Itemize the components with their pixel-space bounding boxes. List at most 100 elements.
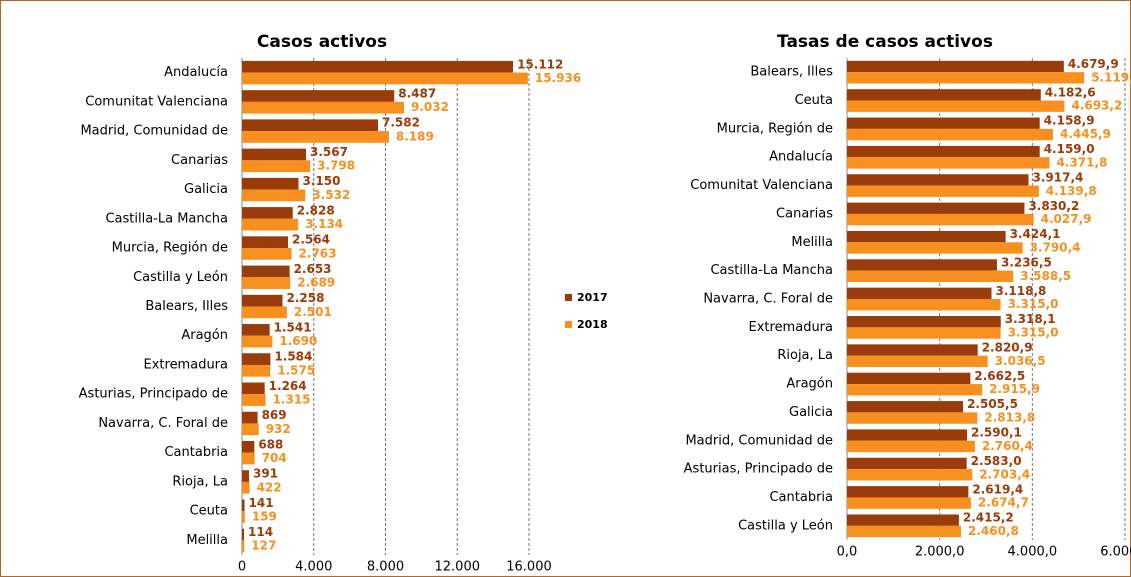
bar: [242, 218, 299, 231]
y-tick-label: Aragón: [181, 328, 228, 343]
x-tick-label: 0,0: [837, 545, 858, 560]
value-label: 7.582: [382, 116, 420, 130]
y-tick-label: Navarra, C. Foral de: [703, 292, 833, 307]
value-label: 15.112: [517, 57, 563, 71]
bar: [242, 382, 265, 395]
value-label: 2.619,4: [972, 482, 1023, 496]
bar: [847, 270, 1014, 282]
y-tick-label: Murcia, Región de: [717, 121, 833, 136]
y-tick-label: Asturias, Principado de: [684, 462, 833, 477]
bar: [847, 429, 968, 441]
bar: [242, 324, 270, 336]
value-label: 2.820,9: [982, 341, 1033, 355]
value-label: 3.830,2: [1028, 199, 1079, 213]
value-label: 4.027,9: [1041, 212, 1092, 226]
value-label: 2.760,4: [982, 439, 1033, 453]
x-tick-label: 8.000: [367, 560, 404, 575]
value-label: 1.690: [279, 334, 317, 348]
y-tick-label: Asturias, Principado de: [79, 387, 228, 402]
bar: [242, 528, 245, 541]
value-label: 2.674,7: [978, 496, 1029, 510]
bar: [847, 100, 1065, 112]
bar: [847, 372, 971, 385]
bar: [847, 89, 1041, 101]
bar: [242, 277, 291, 289]
bar: [847, 174, 1029, 186]
y-tick-label: Balears, Illes: [145, 299, 228, 314]
bar: [242, 177, 299, 190]
bar: [847, 457, 967, 470]
value-label: 1.315: [273, 393, 311, 407]
bar: [242, 90, 395, 102]
value-label: 3.118,8: [996, 284, 1047, 298]
value-label: 15.936: [535, 71, 581, 85]
x-tick-label: 16.000: [506, 560, 552, 575]
value-label: 3.798: [317, 159, 355, 173]
bar: [847, 497, 971, 509]
bar: [242, 72, 528, 85]
chart-title: Tasas de casos activos: [777, 32, 993, 52]
bar: [242, 101, 405, 114]
legend-label: 2017: [577, 291, 608, 304]
y-tick-label: Balears, Illes: [750, 65, 833, 80]
y-tick-label: Castilla-La Mancha: [710, 263, 833, 278]
bar: [847, 401, 964, 413]
value-label: 2.415,2: [963, 511, 1014, 525]
value-label: 1.264: [269, 379, 307, 393]
value-label: 2.662,5: [974, 369, 1025, 383]
value-label: 3.134: [305, 217, 343, 231]
legend-swatch: [565, 321, 572, 328]
y-tick-label: Rioja, La: [777, 348, 833, 363]
bar: [242, 353, 271, 365]
bar: [242, 452, 255, 465]
value-label: 2.564: [292, 233, 330, 247]
bar: [847, 185, 1039, 197]
value-label: 4.445,9: [1060, 127, 1111, 141]
value-label: 4.693,2: [1071, 99, 1122, 113]
value-label: 3.318,1: [1005, 312, 1056, 326]
bar: [242, 364, 271, 377]
y-tick-label: Canarias: [171, 153, 228, 168]
bar: [242, 207, 293, 219]
value-label: 2.505,5: [967, 397, 1018, 411]
value-label: 127: [251, 539, 276, 553]
value-label: 3.315,0: [1008, 326, 1059, 340]
y-tick-label: Comunitat Valenciana: [690, 178, 833, 193]
bar: [242, 470, 250, 482]
chart-title: Casos activos: [257, 32, 387, 52]
bar: [242, 294, 283, 307]
bar: [242, 236, 288, 249]
value-label: 3.150: [303, 174, 341, 188]
value-label: 2.689: [297, 276, 335, 290]
value-label: 3.424,1: [1010, 227, 1061, 241]
value-label: 5.119,3: [1091, 70, 1131, 84]
x-tick-label: 6.000,0: [1100, 545, 1131, 560]
bar: [242, 335, 273, 348]
y-tick-label: Castilla-La Mancha: [105, 211, 228, 226]
y-tick-label: Galicia: [184, 182, 228, 197]
bar: [847, 327, 1001, 339]
bar: [242, 540, 245, 553]
bar: [847, 60, 1064, 73]
bar: [847, 514, 959, 526]
y-tick-label: Extremadura: [144, 357, 229, 372]
value-label: 2.703,4: [979, 467, 1030, 481]
y-tick-label: Madrid, Comunidad de: [685, 433, 833, 448]
y-tick-label: Extremadura: [749, 320, 834, 335]
value-label: 4.679,9: [1068, 57, 1119, 71]
y-tick-label: Aragón: [786, 377, 833, 392]
bar: [847, 128, 1053, 141]
value-label: 159: [252, 509, 277, 523]
y-tick-label: Navarra, C. Foral de: [98, 416, 228, 431]
y-tick-label: Madrid, Comunidad de: [80, 124, 228, 139]
y-tick-label: Andalucía: [164, 65, 228, 80]
value-label: 2.460,8: [968, 524, 1019, 538]
bar: [847, 202, 1025, 214]
value-label: 114: [248, 525, 273, 539]
value-label: 422: [257, 480, 282, 494]
value-label: 2.763: [299, 246, 337, 260]
bar: [847, 412, 978, 424]
value-label: 2.583,0: [971, 454, 1022, 468]
bar: [242, 306, 287, 319]
value-label: 1.584: [274, 350, 312, 364]
